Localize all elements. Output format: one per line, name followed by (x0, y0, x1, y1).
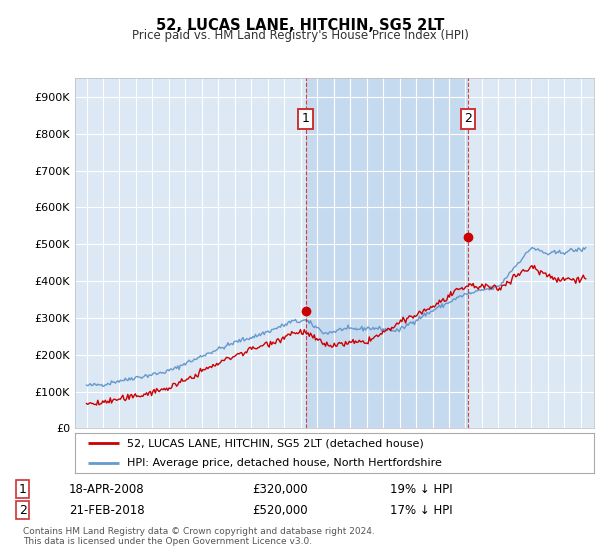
Text: 18-APR-2008: 18-APR-2008 (69, 483, 145, 496)
Text: £320,000: £320,000 (252, 483, 308, 496)
Text: 52, LUCAS LANE, HITCHIN, SG5 2LT (detached house): 52, LUCAS LANE, HITCHIN, SG5 2LT (detach… (127, 438, 424, 449)
Text: 17% ↓ HPI: 17% ↓ HPI (390, 503, 452, 517)
Text: Contains HM Land Registry data © Crown copyright and database right 2024.
This d: Contains HM Land Registry data © Crown c… (23, 527, 374, 547)
Text: 19% ↓ HPI: 19% ↓ HPI (390, 483, 452, 496)
Bar (305, 78, 468, 428)
Text: 21-FEB-2018: 21-FEB-2018 (69, 503, 145, 517)
Text: 1: 1 (19, 483, 27, 496)
Text: 1: 1 (302, 113, 310, 125)
Text: 2: 2 (464, 113, 472, 125)
Text: HPI: Average price, detached house, North Hertfordshire: HPI: Average price, detached house, Nort… (127, 458, 442, 468)
Text: £520,000: £520,000 (252, 503, 308, 517)
Text: 52, LUCAS LANE, HITCHIN, SG5 2LT: 52, LUCAS LANE, HITCHIN, SG5 2LT (156, 18, 444, 33)
Text: 2: 2 (19, 503, 27, 517)
Text: Price paid vs. HM Land Registry's House Price Index (HPI): Price paid vs. HM Land Registry's House … (131, 29, 469, 42)
